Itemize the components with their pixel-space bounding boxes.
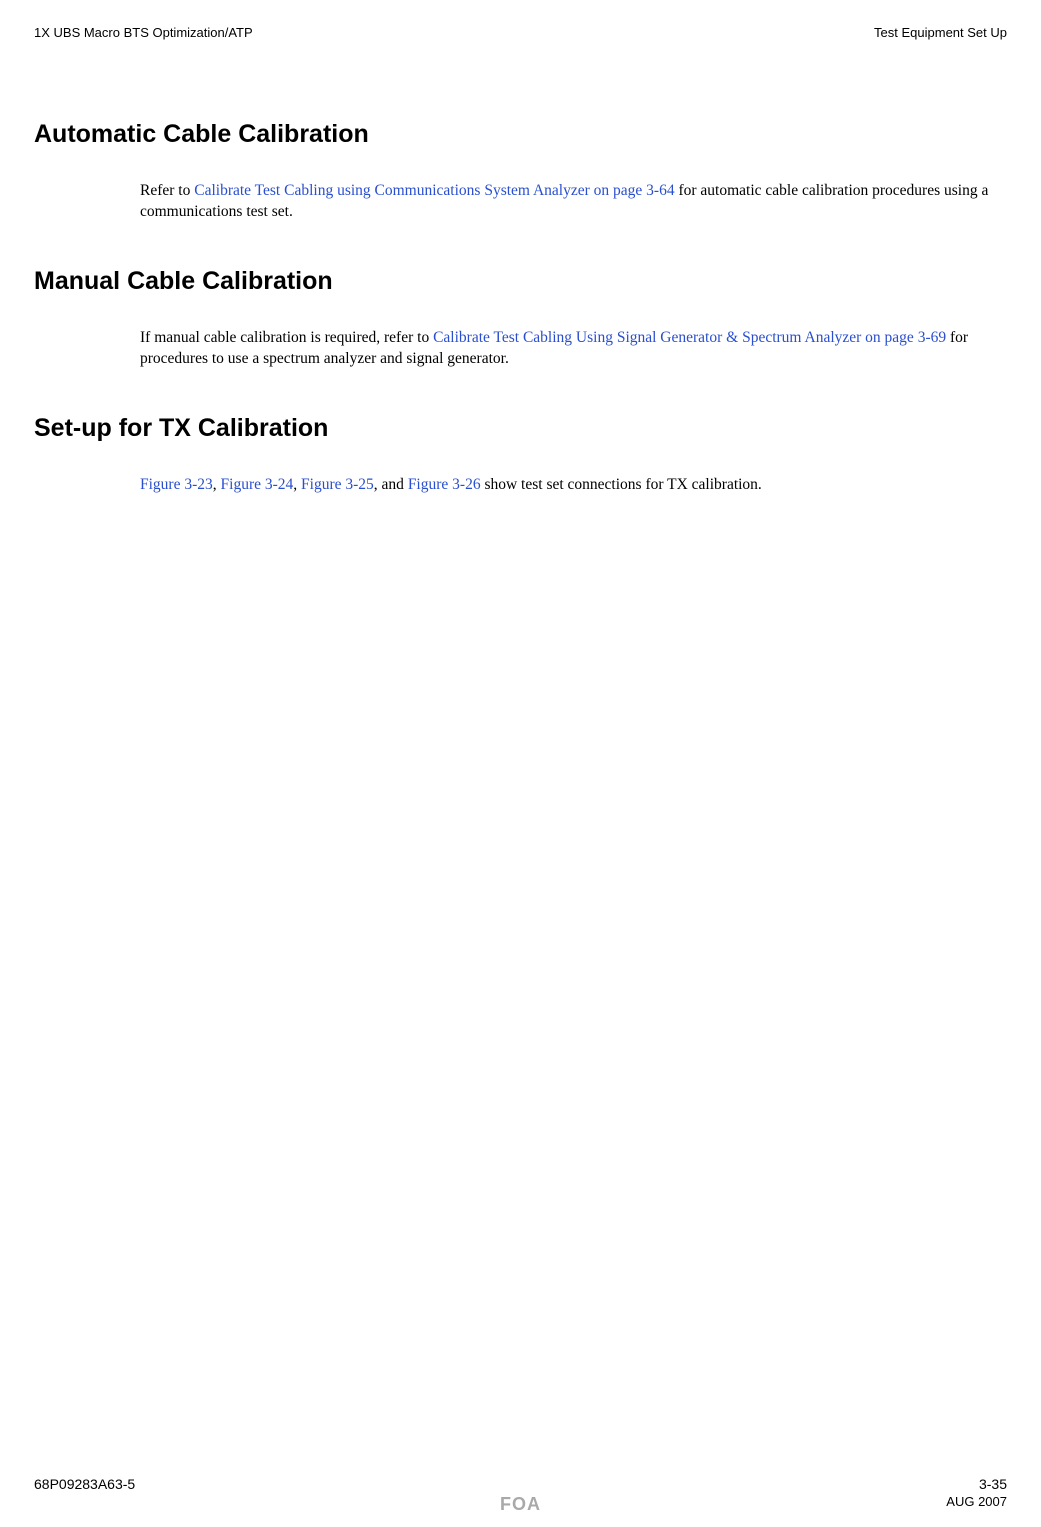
text: show test set connections for TX calibra…: [481, 476, 762, 493]
footer-docnum: 68P09283A63-5: [34, 1476, 135, 1492]
text: ,: [293, 476, 301, 493]
link-calibrate-comm-analyzer[interactable]: Calibrate Test Cabling using Communicati…: [194, 182, 674, 199]
footer-row-2: FOA AUG 2007: [34, 1494, 1007, 1509]
footer-pagenum: 3-35: [979, 1476, 1007, 1492]
page-footer: 68P09283A63-5 3-35 FOA AUG 2007: [34, 1476, 1007, 1509]
footer-row-1: 68P09283A63-5 3-35: [34, 1476, 1007, 1492]
para-auto-cal: Refer to Calibrate Test Cabling using Co…: [140, 181, 997, 223]
text: If manual cable calibration is required,…: [140, 329, 433, 346]
heading-automatic-cable-calibration: Automatic Cable Calibration: [34, 120, 1007, 149]
heading-setup-tx-calibration: Set-up for TX Calibration: [34, 414, 1007, 443]
heading-manual-cable-calibration: Manual Cable Calibration: [34, 267, 1007, 296]
text: , and: [374, 476, 408, 493]
header-right: Test Equipment Set Up: [874, 25, 1007, 40]
link-figure-3-26[interactable]: Figure 3-26: [408, 476, 481, 493]
link-figure-3-25[interactable]: Figure 3-25: [301, 476, 374, 493]
footer-date: AUG 2007: [946, 1494, 1007, 1509]
page: 1X UBS Macro BTS Optimization/ATP Test E…: [0, 0, 1041, 1527]
footer-foa: FOA: [500, 1494, 541, 1515]
header-left: 1X UBS Macro BTS Optimization/ATP: [34, 25, 253, 40]
para-manual-cal: If manual cable calibration is required,…: [140, 328, 997, 370]
page-header: 1X UBS Macro BTS Optimization/ATP Test E…: [34, 25, 1007, 40]
text: Refer to: [140, 182, 194, 199]
link-calibrate-signal-generator[interactable]: Calibrate Test Cabling Using Signal Gene…: [433, 329, 946, 346]
text: ,: [213, 476, 221, 493]
link-figure-3-23[interactable]: Figure 3-23: [140, 476, 213, 493]
link-figure-3-24[interactable]: Figure 3-24: [221, 476, 294, 493]
para-tx-cal: Figure 3-23, Figure 3-24, Figure 3-25, a…: [140, 475, 997, 496]
